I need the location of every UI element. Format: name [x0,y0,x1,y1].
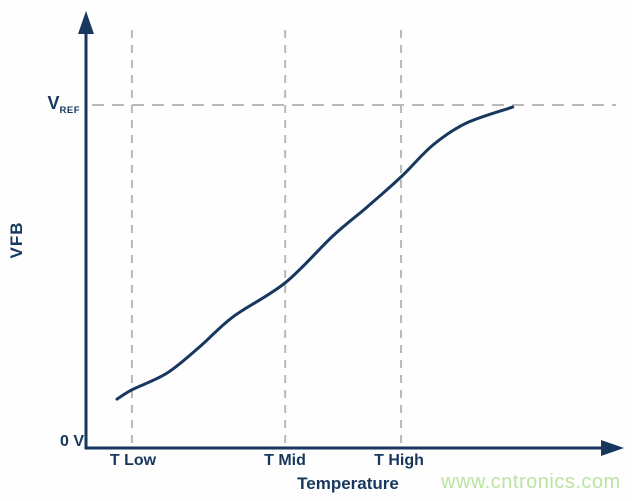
vref-main-text: V [47,93,60,113]
x-axis-arrowhead-icon [601,440,624,456]
x-axis-title: Temperature [297,474,399,493]
y-tick-vref: VREF [28,93,80,116]
watermark: www.cntronics.com [441,471,621,493]
y-axis-title: VFB [7,221,26,259]
y-tick-zero: 0 V [59,433,84,450]
x-tick-t-low: T Low [109,452,157,469]
y-axis-arrowhead-icon [78,11,94,34]
vref-subscript-text: REF [59,105,80,116]
vfb-curve [115,105,515,401]
x-tick-t-mid: T Mid [264,452,306,469]
x-tick-t-high: T High [374,452,424,469]
